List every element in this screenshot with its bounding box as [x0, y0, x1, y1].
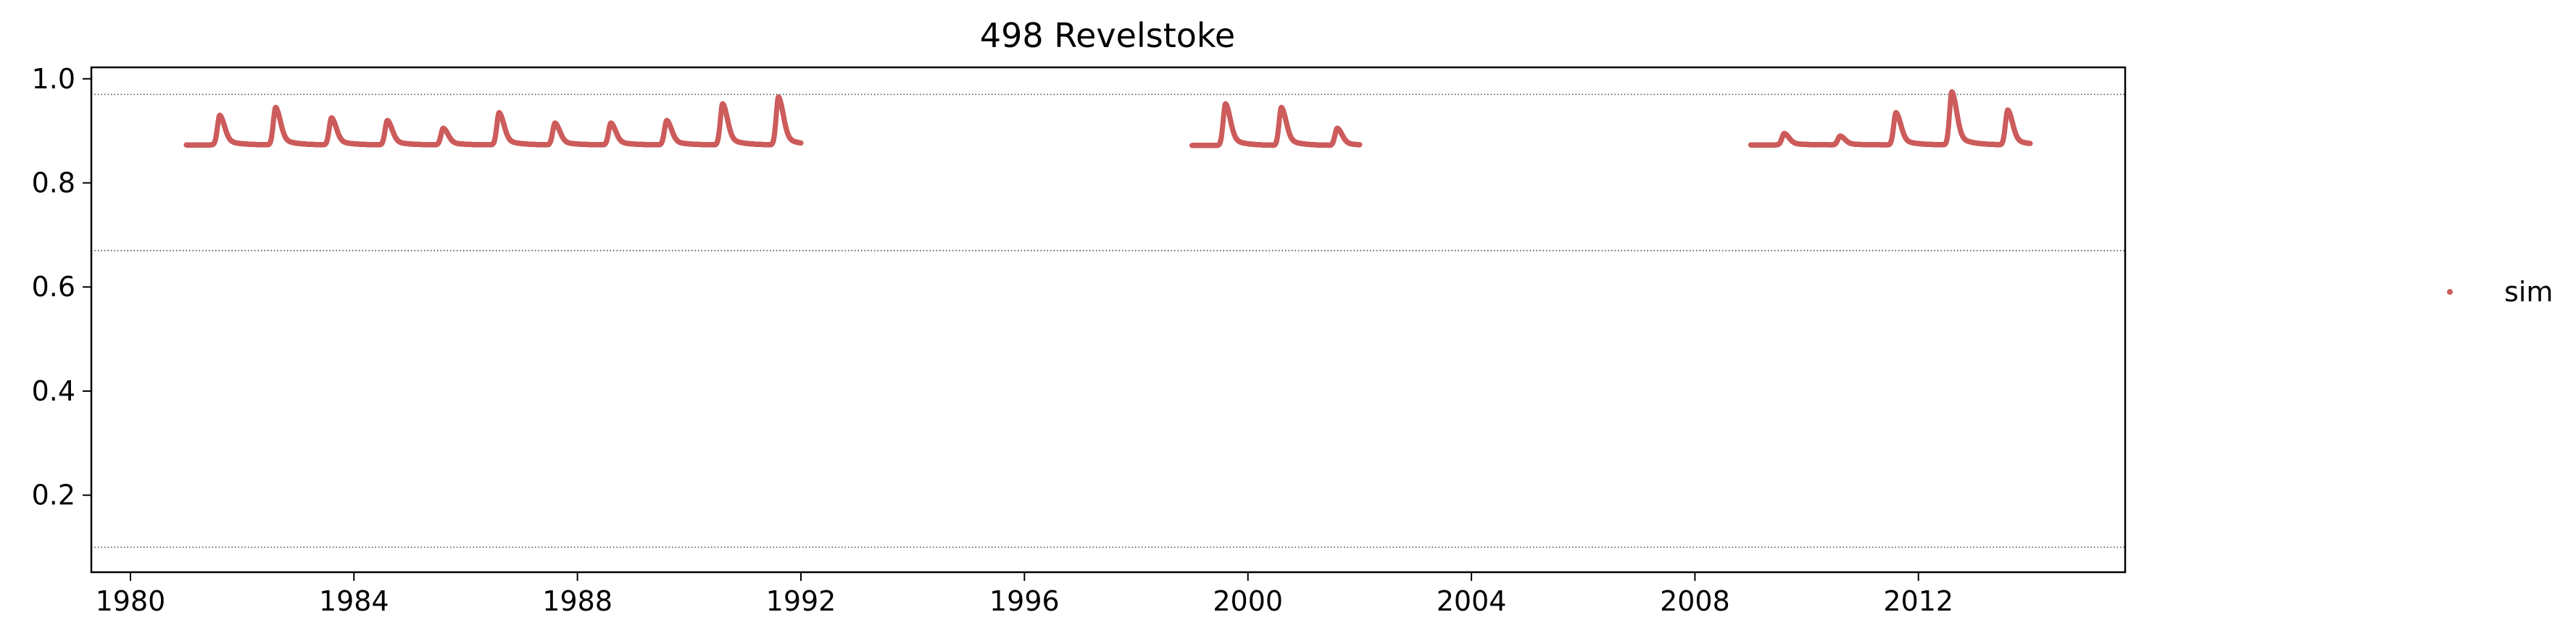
chart-title: 498 Revelstoke: [980, 16, 1235, 55]
data-point: [798, 140, 804, 146]
series-sim-points: [183, 89, 2033, 148]
